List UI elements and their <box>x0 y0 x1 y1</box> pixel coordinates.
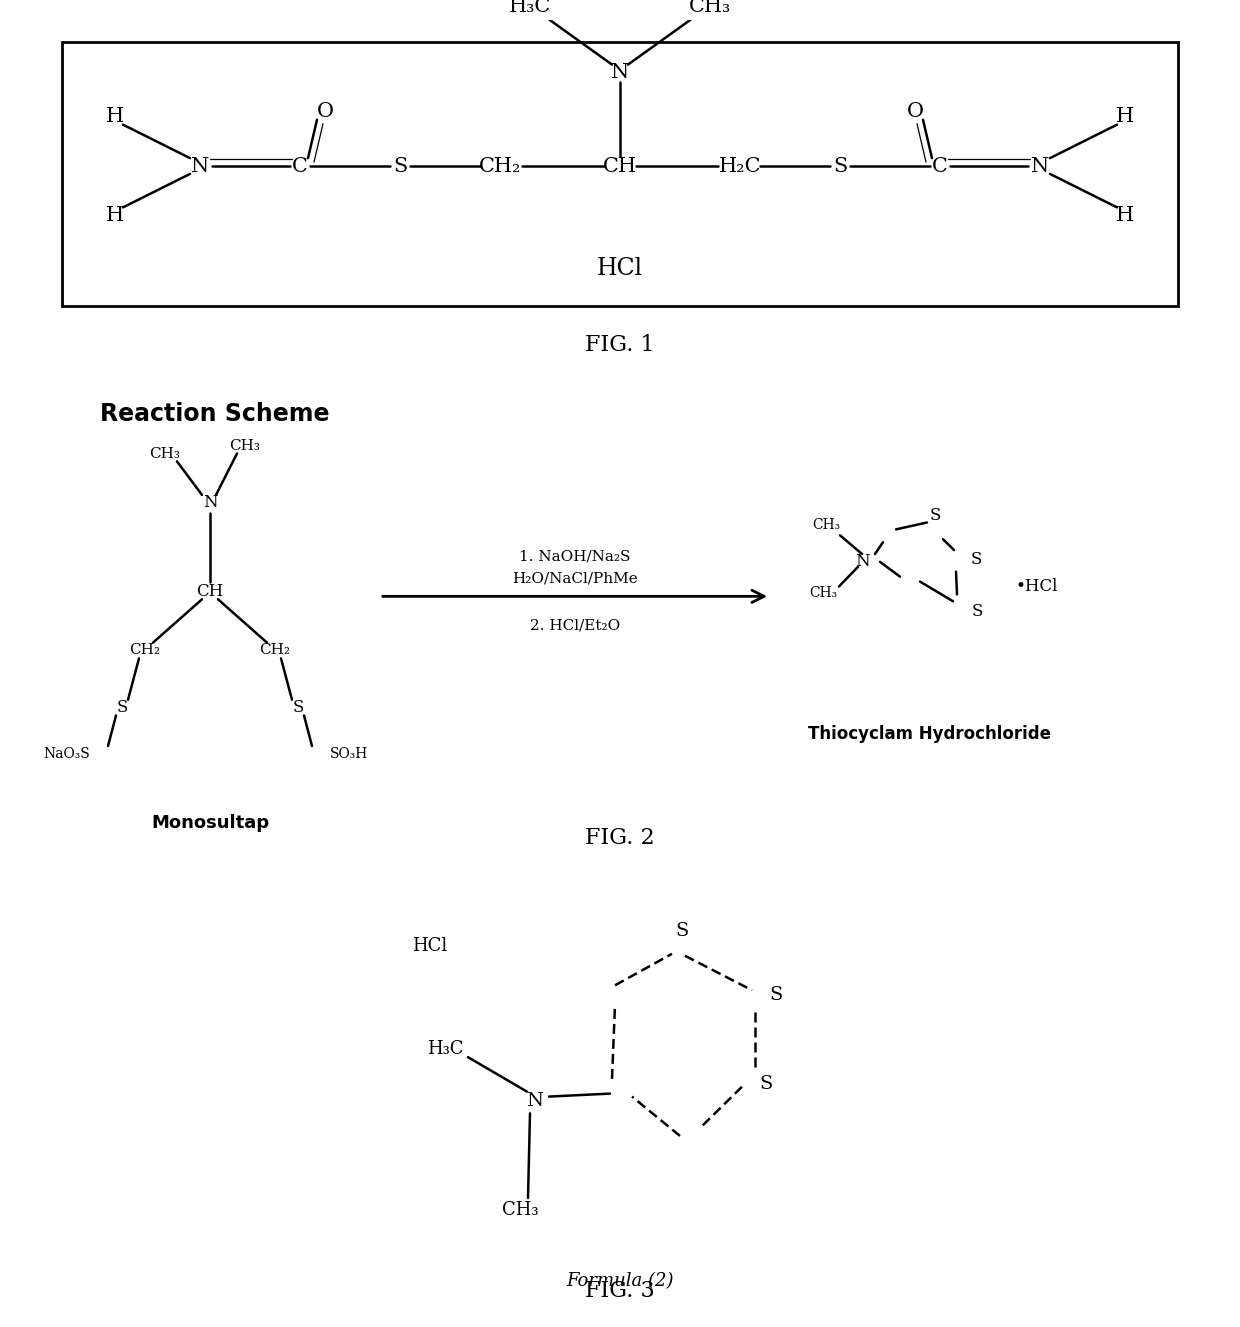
Text: S: S <box>971 602 982 620</box>
Text: H₃C: H₃C <box>508 0 551 16</box>
Text: S: S <box>676 922 688 940</box>
Text: H: H <box>105 206 124 224</box>
Text: SO₃H: SO₃H <box>330 747 368 760</box>
Text: CH₃: CH₃ <box>808 587 837 600</box>
Text: 1. NaOH/Na₂S: 1. NaOH/Na₂S <box>520 549 631 564</box>
Text: CH₃: CH₃ <box>689 0 732 16</box>
Text: S: S <box>759 1075 773 1092</box>
Text: HCl: HCl <box>413 937 448 955</box>
Text: N: N <box>1030 157 1049 175</box>
Text: CH₂: CH₂ <box>129 644 160 657</box>
Text: N: N <box>611 62 629 82</box>
Text: FIG. 2: FIG. 2 <box>585 827 655 848</box>
Text: H: H <box>1116 107 1135 126</box>
Text: •HCl: •HCl <box>1016 579 1058 594</box>
Text: S: S <box>971 552 982 568</box>
Text: S: S <box>117 699 128 717</box>
Text: CH₃: CH₃ <box>502 1201 538 1218</box>
Text: S: S <box>929 507 941 524</box>
Text: CH₂: CH₂ <box>259 644 290 657</box>
Text: N: N <box>854 553 869 571</box>
Text: Thiocyclam Hydrochloride: Thiocyclam Hydrochloride <box>808 725 1052 743</box>
Text: H₂O/NaCl/PhMe: H₂O/NaCl/PhMe <box>512 572 637 585</box>
Text: H₂C: H₂C <box>719 157 761 175</box>
Text: CH: CH <box>196 583 223 600</box>
Text: N: N <box>527 1092 543 1111</box>
Text: FIG. 3: FIG. 3 <box>585 1279 655 1302</box>
Text: CH₃: CH₃ <box>812 519 839 532</box>
Text: CH: CH <box>603 157 637 175</box>
Text: Formula (2): Formula (2) <box>567 1271 673 1290</box>
Text: CH₃: CH₃ <box>150 447 181 460</box>
Text: C: C <box>293 157 308 175</box>
Text: Reaction Scheme: Reaction Scheme <box>100 402 330 426</box>
Text: N: N <box>202 494 217 511</box>
Text: C: C <box>932 157 947 175</box>
Text: S: S <box>769 986 782 1005</box>
Text: H: H <box>1116 206 1135 224</box>
Text: H: H <box>105 107 124 126</box>
Text: CH₃: CH₃ <box>229 439 260 453</box>
Text: O: O <box>906 102 924 121</box>
Text: Monosultap: Monosultap <box>151 813 269 832</box>
Text: CH₂: CH₂ <box>479 157 521 175</box>
Text: HCl: HCl <box>596 257 644 280</box>
Text: S: S <box>293 699 304 717</box>
Text: FIG. 1: FIG. 1 <box>585 334 655 356</box>
Bar <box>62 42 1178 305</box>
Text: H₃C: H₃C <box>427 1040 464 1059</box>
Text: S: S <box>833 157 847 175</box>
Text: 2. HCl/Et₂O: 2. HCl/Et₂O <box>529 618 620 633</box>
Text: S: S <box>393 157 407 175</box>
Text: NaO₃S: NaO₃S <box>43 747 91 760</box>
Text: N: N <box>191 157 210 175</box>
Text: O: O <box>316 102 334 121</box>
